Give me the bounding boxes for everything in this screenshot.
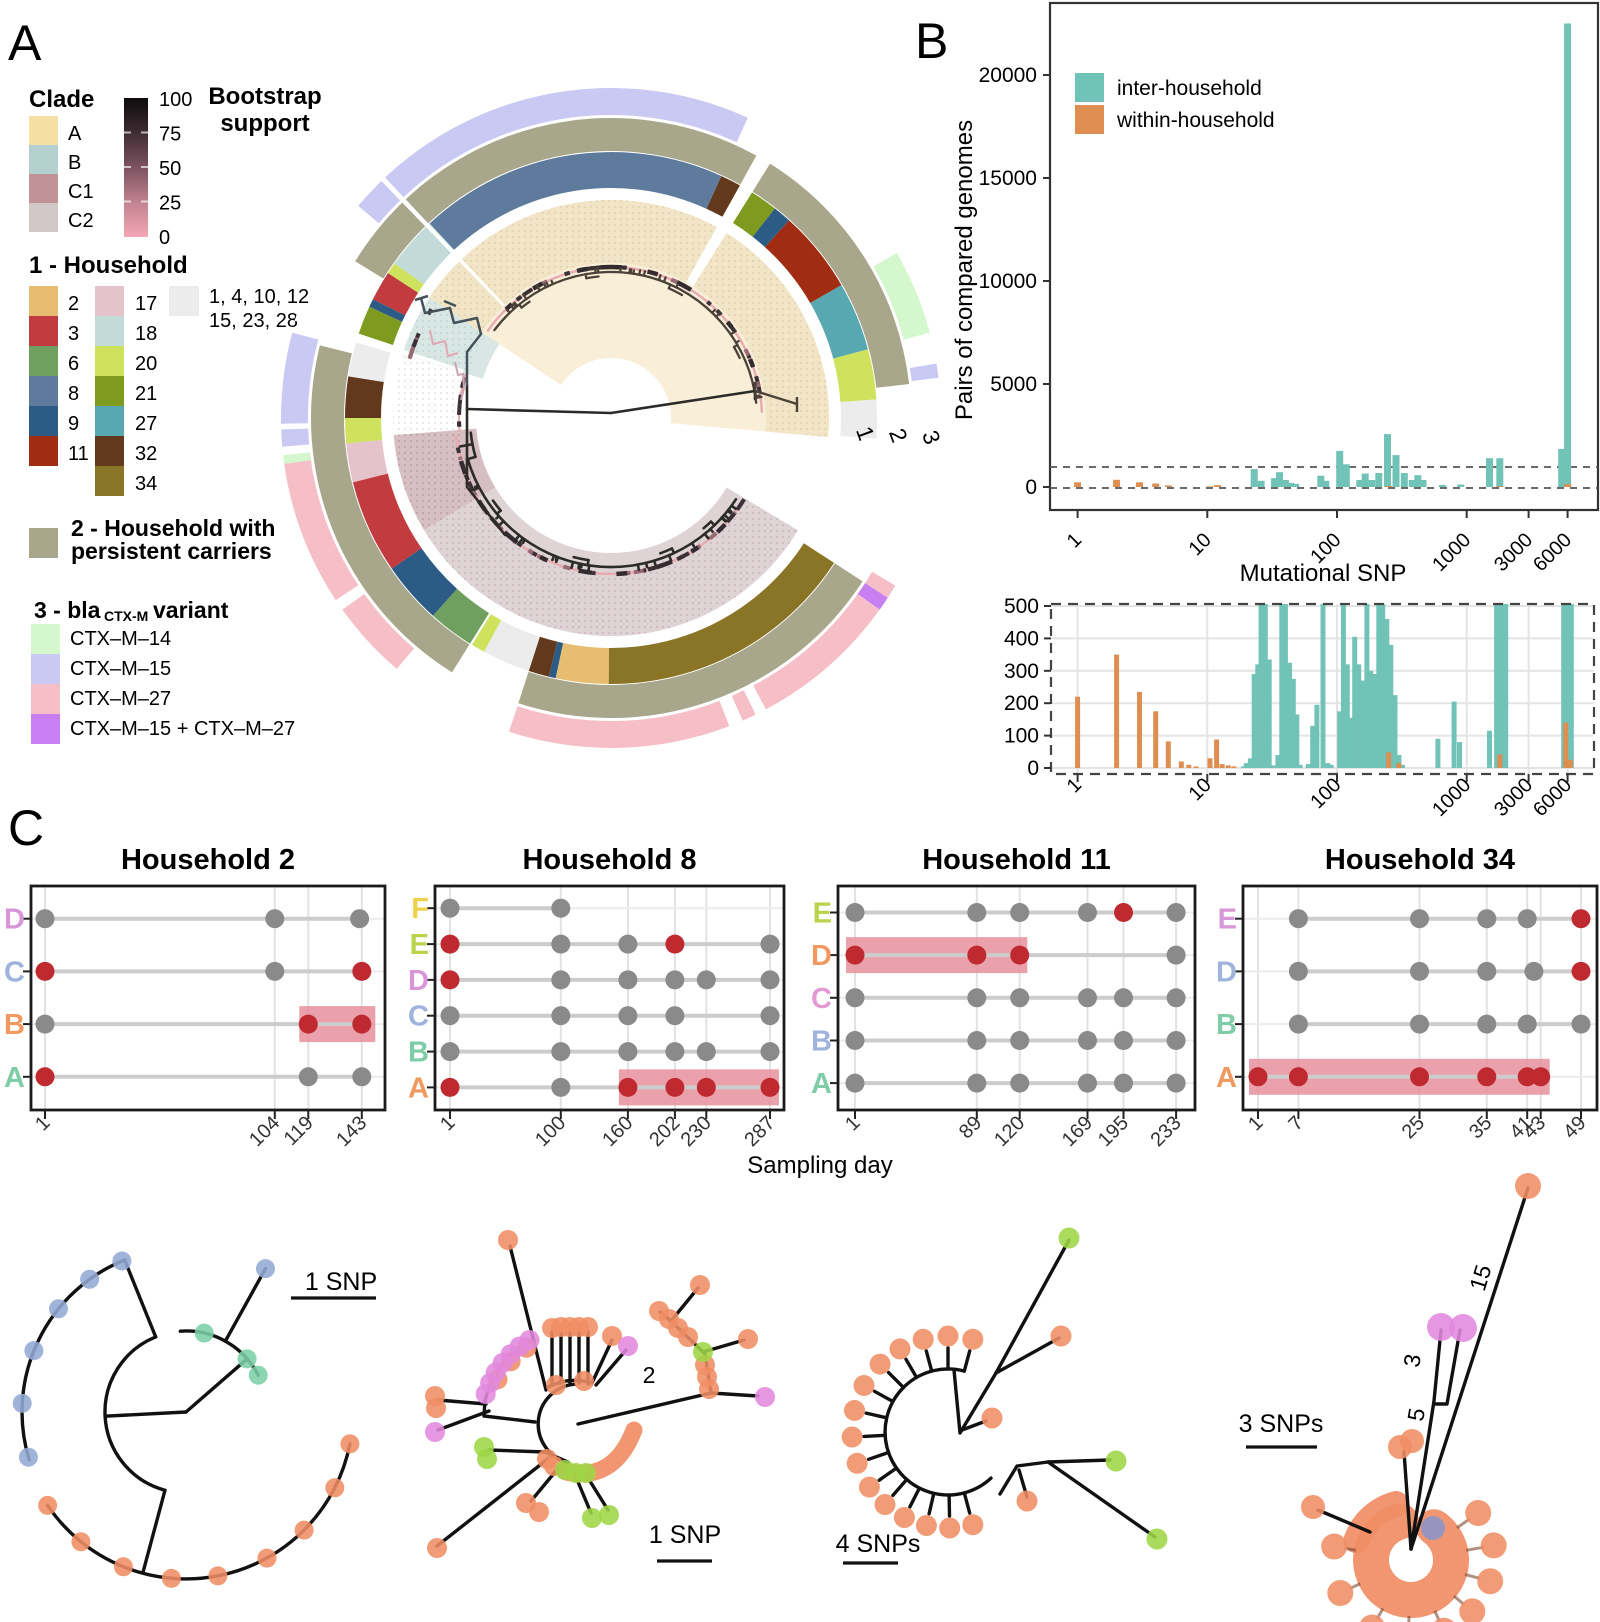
svg-text:1 SNP: 1 SNP [305, 1268, 377, 1296]
svg-text:5000: 5000 [990, 373, 1037, 396]
svg-text:4 SNPs: 4 SNPs [836, 1530, 921, 1558]
svg-text:500: 500 [1004, 595, 1039, 618]
svg-text:A: A [8, 15, 42, 71]
svg-text:25: 25 [159, 193, 181, 215]
svg-text:CTX–M–15: CTX–M–15 [70, 658, 171, 680]
svg-text:3: 3 [68, 323, 79, 345]
svg-text:CTX-M: CTX-M [104, 608, 148, 624]
svg-text:100: 100 [159, 89, 192, 111]
svg-text:persistent carriers: persistent carriers [71, 538, 272, 564]
svg-text:75: 75 [159, 124, 181, 146]
svg-text:100: 100 [1004, 725, 1039, 748]
svg-text:300: 300 [1004, 660, 1039, 683]
svg-text:11: 11 [68, 443, 89, 465]
svg-text:Mutational SNP: Mutational SNP [1240, 560, 1407, 587]
svg-text:9: 9 [68, 413, 79, 435]
svg-text:C1: C1 [68, 181, 94, 203]
svg-text:F: F [411, 893, 429, 925]
svg-text:2: 2 [68, 293, 79, 315]
svg-text:2: 2 [643, 1362, 656, 1388]
svg-text:Household 34: Household 34 [1325, 844, 1515, 876]
svg-text:200: 200 [1004, 692, 1039, 715]
svg-text:0: 0 [159, 227, 170, 249]
svg-text:C: C [8, 800, 44, 856]
svg-text:34: 34 [135, 473, 157, 495]
svg-text:A: A [4, 1062, 25, 1094]
svg-text:C: C [4, 956, 25, 988]
svg-text:C: C [811, 983, 832, 1015]
svg-text:6: 6 [68, 353, 79, 375]
svg-text:variant: variant [153, 597, 229, 623]
svg-text:15000: 15000 [979, 167, 1037, 190]
svg-text:Clade: Clade [29, 86, 94, 113]
svg-text:inter-household: inter-household [1117, 77, 1262, 100]
svg-text:0: 0 [1027, 757, 1039, 780]
svg-text:21: 21 [135, 383, 157, 405]
svg-text:D: D [1216, 956, 1237, 988]
svg-text:1 SNP: 1 SNP [649, 1521, 721, 1549]
svg-text:1 - Household: 1 - Household [29, 252, 188, 279]
svg-text:Sampling day: Sampling day [747, 1152, 892, 1179]
svg-text:27: 27 [135, 413, 157, 435]
svg-text:3 SNPs: 3 SNPs [1239, 1410, 1324, 1438]
svg-text:D: D [811, 940, 832, 972]
svg-text:50: 50 [159, 158, 181, 180]
svg-text:Household 8: Household 8 [522, 844, 696, 876]
svg-text:0: 0 [1025, 476, 1037, 499]
svg-text:Pairs of compared genomes: Pairs of compared genomes [951, 120, 978, 420]
svg-text:support: support [220, 110, 309, 137]
svg-text:D: D [408, 965, 429, 997]
svg-text:8: 8 [68, 383, 79, 405]
svg-text:1, 4, 10, 12: 1, 4, 10, 12 [209, 286, 309, 308]
svg-text:A: A [408, 1072, 429, 1104]
svg-text:CTX–M–27: CTX–M–27 [70, 688, 171, 710]
svg-text:B: B [1216, 1009, 1237, 1041]
svg-text:3: 3 [1398, 1352, 1426, 1369]
svg-text:CTX–M–14: CTX–M–14 [70, 628, 171, 650]
svg-text:B: B [915, 13, 948, 69]
svg-text:A: A [1216, 1062, 1237, 1094]
svg-text:18: 18 [135, 323, 157, 345]
svg-text:Household 2: Household 2 [121, 844, 295, 876]
svg-text:B: B [811, 1025, 832, 1057]
svg-text:C: C [408, 1001, 429, 1033]
svg-text:C2: C2 [68, 210, 94, 232]
svg-text:E: E [410, 929, 429, 961]
svg-text:5: 5 [1402, 1406, 1430, 1423]
svg-text:B: B [408, 1037, 429, 1069]
svg-text:E: E [1218, 904, 1237, 936]
svg-text:E: E [813, 897, 832, 929]
svg-text:within-household: within-household [1116, 109, 1275, 132]
svg-text:17: 17 [135, 293, 157, 315]
svg-text:2 - Household with: 2 - Household with [71, 515, 275, 541]
svg-text:D: D [4, 904, 25, 936]
svg-text:Household 11: Household 11 [922, 844, 1111, 876]
svg-text:32: 32 [135, 443, 157, 465]
svg-text:B: B [4, 1009, 25, 1041]
svg-text:A: A [68, 123, 82, 145]
svg-text:15, 23, 28: 15, 23, 28 [209, 310, 298, 332]
svg-text:B: B [68, 152, 81, 174]
svg-text:20: 20 [135, 353, 157, 375]
svg-text:A: A [811, 1068, 832, 1100]
svg-text:400: 400 [1004, 627, 1039, 650]
svg-text:20000: 20000 [979, 64, 1037, 87]
svg-text:10000: 10000 [979, 270, 1037, 293]
svg-text:3 - bla: 3 - bla [34, 597, 101, 623]
svg-text:Bootstrap: Bootstrap [208, 83, 321, 110]
svg-text:CTX–M–15 + CTX–M–27: CTX–M–15 + CTX–M–27 [70, 718, 295, 740]
